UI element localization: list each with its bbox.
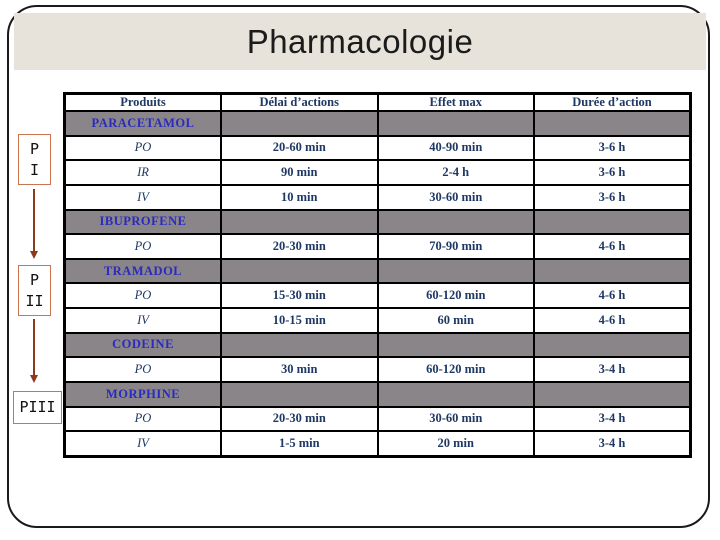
route-cell: PO bbox=[63, 282, 222, 309]
value-cell: 3-4 h bbox=[533, 430, 692, 458]
value-cell: 2-4 h bbox=[376, 159, 535, 186]
group-empty-cell bbox=[376, 208, 535, 236]
value-cell: 30 min bbox=[220, 356, 379, 383]
group-empty-cell bbox=[376, 110, 535, 137]
col-header-delai: Délai d’actions bbox=[220, 92, 379, 112]
drug-group-row: IBUPROFENE bbox=[63, 208, 692, 236]
group-empty-cell bbox=[533, 110, 692, 137]
value-cell: 30-60 min bbox=[376, 405, 535, 433]
route-cell: IR bbox=[63, 159, 222, 186]
value-cell: 3-4 h bbox=[533, 356, 692, 383]
arrow-down-icon bbox=[30, 251, 38, 259]
phase-box-p2: P II bbox=[18, 265, 51, 316]
drug-group-row: TRAMADOL bbox=[63, 257, 692, 285]
value-cell: 30-60 min bbox=[376, 183, 535, 211]
drug-name-cell: MORPHINE bbox=[63, 380, 222, 408]
pharma-table: Produits Délai d’actions Effet max Durée… bbox=[63, 92, 692, 458]
route-data-row: PO 15-30 min 60-120 min 4-6 h bbox=[63, 282, 692, 309]
route-data-row: PO 20-60 min 40-90 min 3-6 h bbox=[63, 134, 692, 162]
group-empty-cell bbox=[533, 208, 692, 236]
route-data-row: PO 20-30 min 30-60 min 3-4 h bbox=[63, 405, 692, 433]
value-cell: 1-5 min bbox=[220, 430, 379, 458]
phase-box-p3: PIII bbox=[13, 391, 62, 424]
value-cell: 40-90 min bbox=[376, 134, 535, 162]
col-header-duree: Durée d’action bbox=[533, 92, 692, 112]
group-empty-cell bbox=[220, 208, 379, 236]
page-title: Pharmacologie bbox=[246, 22, 474, 60]
drug-name-cell: TRAMADOL bbox=[63, 257, 222, 285]
route-data-row: PO 20-30 min 70-90 min 4-6 h bbox=[63, 233, 692, 260]
group-empty-cell bbox=[533, 331, 692, 359]
arrow-shaft bbox=[33, 189, 35, 252]
value-cell: 60-120 min bbox=[376, 282, 535, 309]
value-cell: 90 min bbox=[220, 159, 379, 186]
value-cell: 10-15 min bbox=[220, 307, 379, 334]
phase-p1-label-line1: P bbox=[29, 140, 40, 159]
phase-p3-label-line1: PIII bbox=[19, 398, 56, 417]
value-cell: 20-30 min bbox=[220, 405, 379, 433]
route-data-row: IV 10 min 30-60 min 3-6 h bbox=[63, 183, 692, 211]
drug-group-row: MORPHINE bbox=[63, 380, 692, 408]
group-empty-cell bbox=[220, 110, 379, 137]
col-header-produits: Produits bbox=[63, 92, 222, 112]
arrow-down-icon bbox=[30, 375, 38, 383]
phase-p2-label-line1: P bbox=[29, 271, 40, 290]
route-cell: IV bbox=[63, 183, 222, 211]
route-cell: IV bbox=[63, 307, 222, 334]
route-data-row: IV 1-5 min 20 min 3-4 h bbox=[63, 430, 692, 458]
group-empty-cell bbox=[220, 257, 379, 285]
route-data-row: IR 90 min 2-4 h 3-6 h bbox=[63, 159, 692, 186]
phase-p2-label-line2: II bbox=[25, 291, 44, 310]
title-banner: Pharmacologie bbox=[14, 13, 706, 70]
route-cell: IV bbox=[63, 430, 222, 458]
value-cell: 60 min bbox=[376, 307, 535, 334]
group-empty-cell bbox=[376, 331, 535, 359]
route-cell: PO bbox=[63, 405, 222, 433]
phase-p1-label-line2: I bbox=[29, 160, 40, 179]
value-cell: 20 min bbox=[376, 430, 535, 458]
value-cell: 3-6 h bbox=[533, 159, 692, 186]
value-cell: 10 min bbox=[220, 183, 379, 211]
value-cell: 15-30 min bbox=[220, 282, 379, 309]
route-cell: PO bbox=[63, 134, 222, 162]
value-cell: 3-4 h bbox=[533, 405, 692, 433]
group-empty-cell bbox=[220, 331, 379, 359]
pharma-table-body: PARACETAMOL PO 20-60 min 40-90 min 3-6 h IR 90… bbox=[63, 110, 692, 458]
value-cell: 60-120 min bbox=[376, 356, 535, 383]
phase-box-p1: P I bbox=[18, 134, 51, 185]
route-data-row: IV 10-15 min 60 min 4-6 h bbox=[63, 307, 692, 334]
table-header-row: Produits Délai d’actions Effet max Durée… bbox=[63, 92, 692, 112]
arrow-shaft bbox=[33, 319, 35, 376]
route-data-row: PO 30 min 60-120 min 3-4 h bbox=[63, 356, 692, 383]
value-cell: 70-90 min bbox=[376, 233, 535, 260]
value-cell: 3-6 h bbox=[533, 183, 692, 211]
route-cell: PO bbox=[63, 233, 222, 260]
group-empty-cell bbox=[376, 257, 535, 285]
route-cell: PO bbox=[63, 356, 222, 383]
value-cell: 4-6 h bbox=[533, 233, 692, 260]
drug-name-cell: PARACETAMOL bbox=[63, 110, 222, 137]
group-empty-cell bbox=[533, 380, 692, 408]
drug-group-row: CODEINE bbox=[63, 331, 692, 359]
drug-group-row: PARACETAMOL bbox=[63, 110, 692, 137]
col-header-effet-max: Effet max bbox=[376, 92, 535, 112]
group-empty-cell bbox=[376, 380, 535, 408]
group-empty-cell bbox=[220, 380, 379, 408]
drug-name-cell: CODEINE bbox=[63, 331, 222, 359]
drug-name-cell: IBUPROFENE bbox=[63, 208, 222, 236]
value-cell: 20-60 min bbox=[220, 134, 379, 162]
value-cell: 20-30 min bbox=[220, 233, 379, 260]
value-cell: 3-6 h bbox=[533, 134, 692, 162]
value-cell: 4-6 h bbox=[533, 282, 692, 309]
value-cell: 4-6 h bbox=[533, 307, 692, 334]
group-empty-cell bbox=[533, 257, 692, 285]
